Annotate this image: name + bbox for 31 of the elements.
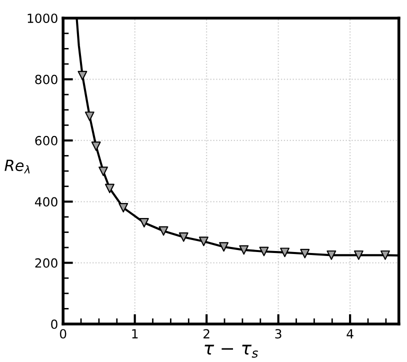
y-tick-label: 200 — [35, 258, 58, 268]
point — [84, 112, 94, 122]
point — [300, 248, 310, 258]
y-tick-label: 0 — [51, 319, 58, 329]
point — [118, 203, 128, 212]
point — [105, 184, 114, 194]
y-tick-label: 800 — [35, 74, 58, 84]
y-tick-label: 600 — [35, 136, 58, 146]
point — [259, 246, 269, 256]
point — [158, 226, 168, 236]
point — [78, 70, 88, 80]
x-tick-label: 2 — [204, 329, 210, 338]
point — [198, 236, 208, 246]
point — [354, 250, 364, 260]
y-tick-label: 1000 — [28, 14, 58, 24]
point — [380, 250, 390, 260]
x-tick-label: 1 — [132, 329, 138, 338]
point — [280, 248, 290, 258]
x-tick-label: 4 — [346, 329, 354, 338]
point — [326, 250, 336, 260]
y-axis-title: Re$_{λ}$ — [4, 160, 30, 174]
point — [219, 242, 229, 252]
y-tick-label: 400 — [34, 197, 58, 207]
point — [98, 166, 108, 176]
point — [139, 218, 149, 228]
x-tick-label: 0 — [60, 329, 66, 339]
x-tick-label: 3 — [275, 329, 282, 339]
point — [91, 142, 101, 151]
x-axis-title: τ − τ$_{s}$ — [204, 344, 258, 358]
point — [178, 232, 188, 242]
point — [239, 245, 249, 255]
